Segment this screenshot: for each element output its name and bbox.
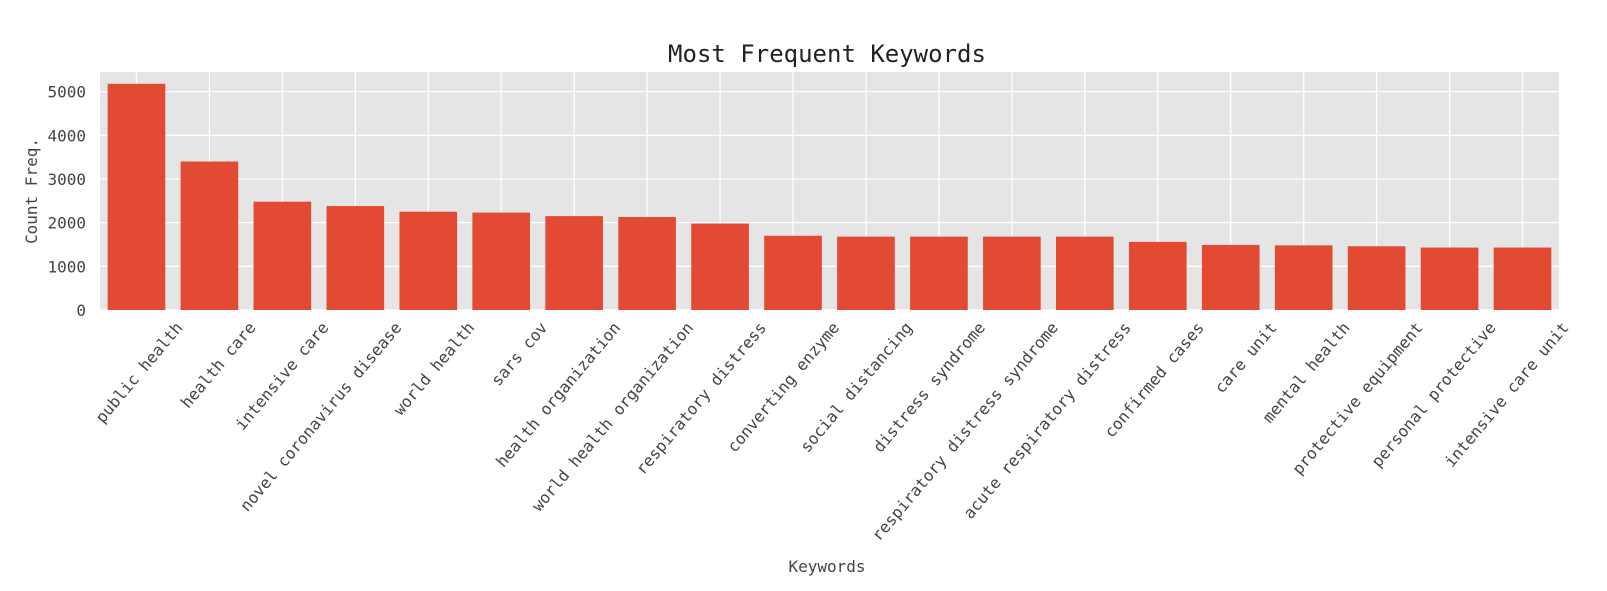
bar [1274, 245, 1333, 310]
x-axis-label: Keywords [788, 557, 865, 576]
bar [472, 212, 531, 310]
x-tick-label: intensive care unit [1440, 318, 1572, 470]
bar [837, 236, 895, 310]
bar [618, 216, 676, 310]
bar [1201, 244, 1260, 310]
bar [1347, 246, 1406, 310]
x-tick-label: health care [177, 318, 260, 411]
bar [545, 216, 603, 310]
x-tick-label: public health [91, 318, 186, 426]
y-axis-label: Count Freq. [22, 138, 41, 244]
bar [910, 236, 968, 310]
bars [107, 83, 1552, 310]
bar [253, 201, 312, 310]
chart-title: Most Frequent Keywords [668, 40, 986, 68]
x-tick-label: health organization [492, 318, 624, 470]
y-tick-label: 4000 [47, 126, 86, 145]
y-tick-label: 5000 [47, 83, 86, 102]
x-tick-label: respiratory distress [632, 318, 770, 478]
x-tick-label: sars cov [487, 318, 551, 389]
x-tick-label: protective equipment [1288, 318, 1426, 478]
y-tick-labels: 0 1000 2000 3000 4000 5000 [47, 83, 86, 320]
bar [326, 206, 385, 310]
y-tick-label: 2000 [47, 214, 86, 233]
bar [180, 161, 239, 310]
x-tick-label: personal protective [1367, 318, 1499, 470]
bar [1420, 247, 1479, 310]
bar [691, 223, 749, 310]
y-tick-label: 3000 [47, 170, 86, 189]
y-tick-label: 0 [76, 301, 86, 320]
bar [1493, 247, 1552, 310]
bar [399, 211, 458, 310]
plot-area [100, 72, 1559, 310]
bar [107, 83, 166, 310]
x-tick-label: novel coronavirus disease [236, 318, 405, 515]
bar [764, 235, 822, 310]
y-tick-label: 1000 [47, 257, 86, 276]
x-tick-label: care unit [1211, 318, 1281, 397]
bar [1128, 241, 1187, 310]
bar [1056, 236, 1114, 310]
bar [983, 236, 1041, 310]
